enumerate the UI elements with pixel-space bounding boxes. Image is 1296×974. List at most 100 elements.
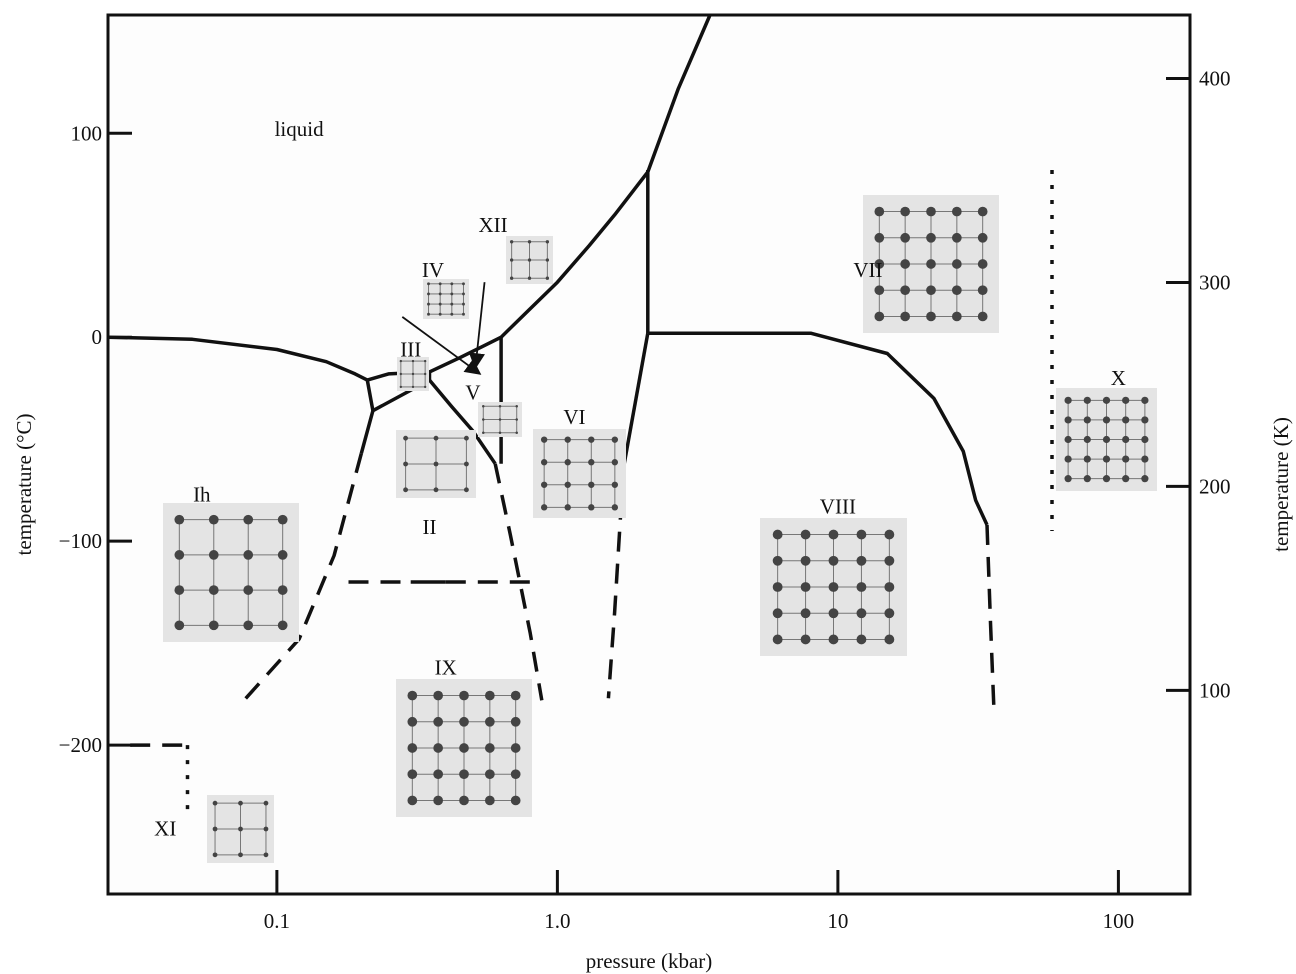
atom	[433, 769, 444, 780]
pointer-arrow	[401, 316, 482, 375]
atom	[828, 529, 839, 540]
atom	[828, 608, 839, 619]
phase-boundary-dashed	[237, 453, 363, 708]
phase-label-liquid: liquid	[275, 117, 325, 141]
atom	[800, 529, 811, 540]
atom	[243, 620, 254, 631]
atom	[403, 435, 409, 441]
atom	[951, 206, 962, 217]
atom	[1122, 416, 1130, 424]
atom	[564, 481, 571, 488]
atom	[510, 716, 521, 727]
atom	[498, 404, 502, 408]
atom	[450, 302, 454, 306]
x-axis-title: pressure (kbar)	[586, 949, 713, 973]
atom	[208, 620, 219, 631]
atom	[174, 550, 185, 560]
atom	[1083, 475, 1091, 483]
atom	[509, 258, 514, 262]
atom	[611, 504, 619, 511]
y-right-tick-label: 200	[1199, 474, 1231, 498]
atom	[433, 743, 444, 753]
atom	[459, 690, 469, 701]
atom	[772, 634, 783, 645]
phase-label-xi: XI	[154, 817, 176, 841]
atom	[611, 459, 619, 466]
atom	[772, 582, 783, 592]
phase-label-vi: VI	[563, 405, 585, 429]
atom	[588, 504, 595, 511]
atom	[1102, 396, 1111, 404]
atom	[498, 418, 502, 421]
atom	[243, 585, 254, 595]
structure-inset-bg	[533, 429, 626, 518]
atom	[427, 282, 430, 286]
atom	[828, 555, 839, 566]
atom	[926, 232, 936, 243]
atom	[174, 620, 185, 631]
atom	[463, 487, 469, 493]
atom	[423, 385, 427, 389]
atom	[1141, 455, 1149, 463]
atom	[484, 795, 495, 806]
axes-layer: 0.1 1.0 10 100 100 0 −100 −200 400 300 200 100 press…	[12, 13, 1293, 973]
atom	[545, 240, 550, 244]
atom	[484, 690, 495, 701]
atom	[900, 206, 911, 217]
atom	[1102, 435, 1111, 444]
atom	[977, 206, 988, 217]
atom	[856, 529, 867, 540]
phase-boundary-dashed	[985, 524, 996, 709]
atom	[772, 608, 783, 619]
x-tick-label: 10	[827, 909, 848, 933]
atom	[926, 259, 936, 269]
atom	[509, 240, 514, 244]
atom	[540, 436, 548, 443]
atom	[856, 608, 867, 619]
atom	[977, 259, 988, 269]
phase-boundary-dashed	[493, 463, 544, 701]
atom	[951, 232, 962, 243]
atom	[433, 435, 439, 441]
ice-ih-structure	[163, 503, 299, 642]
atom	[884, 555, 895, 566]
atom	[874, 311, 885, 322]
atom	[1122, 455, 1130, 463]
atom	[874, 285, 885, 296]
y-tick-label: 0	[92, 325, 103, 349]
atom	[856, 555, 867, 566]
phase-boundaries	[107, 14, 1054, 811]
atom	[243, 550, 254, 560]
atom	[498, 431, 502, 435]
atom	[399, 359, 403, 363]
atom	[427, 302, 430, 306]
atom	[1102, 455, 1111, 463]
phase-label-x: X	[1111, 366, 1126, 390]
atom	[238, 852, 243, 858]
atom	[515, 418, 518, 421]
atom	[611, 481, 619, 488]
atom	[527, 240, 532, 244]
atom	[1141, 475, 1149, 483]
atom	[611, 436, 619, 443]
atom	[856, 634, 867, 645]
atom	[884, 634, 895, 645]
y-tick-label: 100	[71, 121, 103, 145]
structure-inset-bg	[163, 503, 299, 642]
atom	[951, 311, 962, 322]
y-right-tick-label: 300	[1199, 270, 1231, 294]
ice-viii-structure	[760, 518, 907, 656]
atom	[977, 232, 988, 243]
atom	[540, 504, 548, 511]
atom	[1083, 455, 1091, 463]
atom	[482, 404, 485, 408]
phase-label-iv: IV	[422, 258, 444, 282]
atom	[1064, 475, 1072, 483]
y-right-tick-label: 400	[1199, 67, 1231, 91]
atom	[450, 292, 454, 296]
y-tick-label: −200	[59, 733, 102, 757]
atom	[510, 795, 521, 806]
atom	[411, 359, 415, 363]
atom	[564, 459, 571, 466]
